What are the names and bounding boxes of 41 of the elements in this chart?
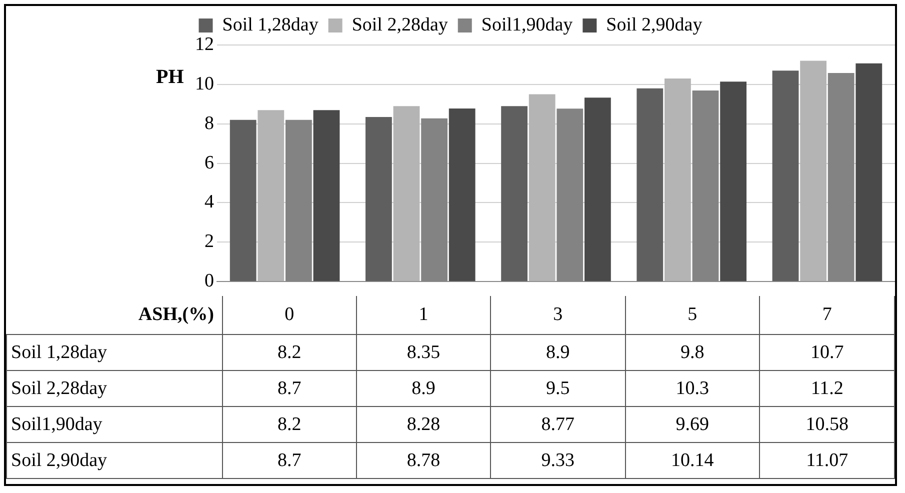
x-tick-label: 3 bbox=[490, 296, 626, 334]
x-axis-title: ASH,(%) bbox=[137, 303, 215, 327]
x-tick-label: 5 bbox=[625, 296, 760, 334]
data-label: 9.69 bbox=[625, 406, 760, 442]
x-tick-label: 1 bbox=[356, 296, 491, 334]
data-label: 8.35 bbox=[356, 334, 491, 370]
data-label: 8.77 bbox=[490, 406, 626, 442]
y-tick-label: 8 bbox=[204, 112, 214, 134]
data-label: 8.2 bbox=[222, 406, 356, 442]
text: Soil 1,28day bbox=[11, 342, 108, 362]
data-label: 10.58 bbox=[760, 406, 894, 442]
x-tick-label: 7 bbox=[760, 296, 894, 334]
legend-label: Soil 1,28day bbox=[222, 14, 319, 36]
data-label: 9.33 bbox=[490, 442, 626, 478]
data-label: 8.7 bbox=[222, 370, 356, 406]
data-label: 10.3 bbox=[625, 370, 760, 406]
legend-label: Soil 2,90day bbox=[606, 14, 703, 36]
data-label: 8.2 bbox=[222, 334, 356, 370]
data-label: 8.9 bbox=[356, 370, 491, 406]
y-tick-label: 10 bbox=[195, 73, 214, 94]
y-axis-title: PH bbox=[156, 66, 184, 89]
text: Soil 2,90day bbox=[11, 450, 108, 470]
data-label: 8.7 bbox=[222, 442, 356, 478]
text: Soil1,90day bbox=[11, 414, 102, 434]
data-label: 8.78 bbox=[356, 442, 491, 478]
y-tick-label: 2 bbox=[204, 231, 214, 252]
text: Soil 2,28day bbox=[11, 378, 108, 398]
data-label: 9.8 bbox=[625, 334, 760, 370]
data-label: 11.07 bbox=[760, 442, 894, 478]
data-label: 10.7 bbox=[760, 334, 894, 370]
data-label: 10.14 bbox=[625, 442, 760, 478]
y-tick-label: 4 bbox=[204, 192, 214, 213]
y-tick-label: 0 bbox=[204, 270, 214, 292]
data-label: 9.5 bbox=[490, 370, 626, 406]
data-label: 8.28 bbox=[356, 406, 491, 442]
data-label: 8.9 bbox=[490, 334, 626, 370]
legend-label: Soil1,90day bbox=[481, 14, 574, 36]
data-label: 11.2 bbox=[760, 370, 894, 406]
y-tick-label: 6 bbox=[204, 152, 214, 174]
legend-label: Soil 2,28day bbox=[352, 14, 448, 36]
y-tick-label: 12 bbox=[195, 34, 214, 55]
